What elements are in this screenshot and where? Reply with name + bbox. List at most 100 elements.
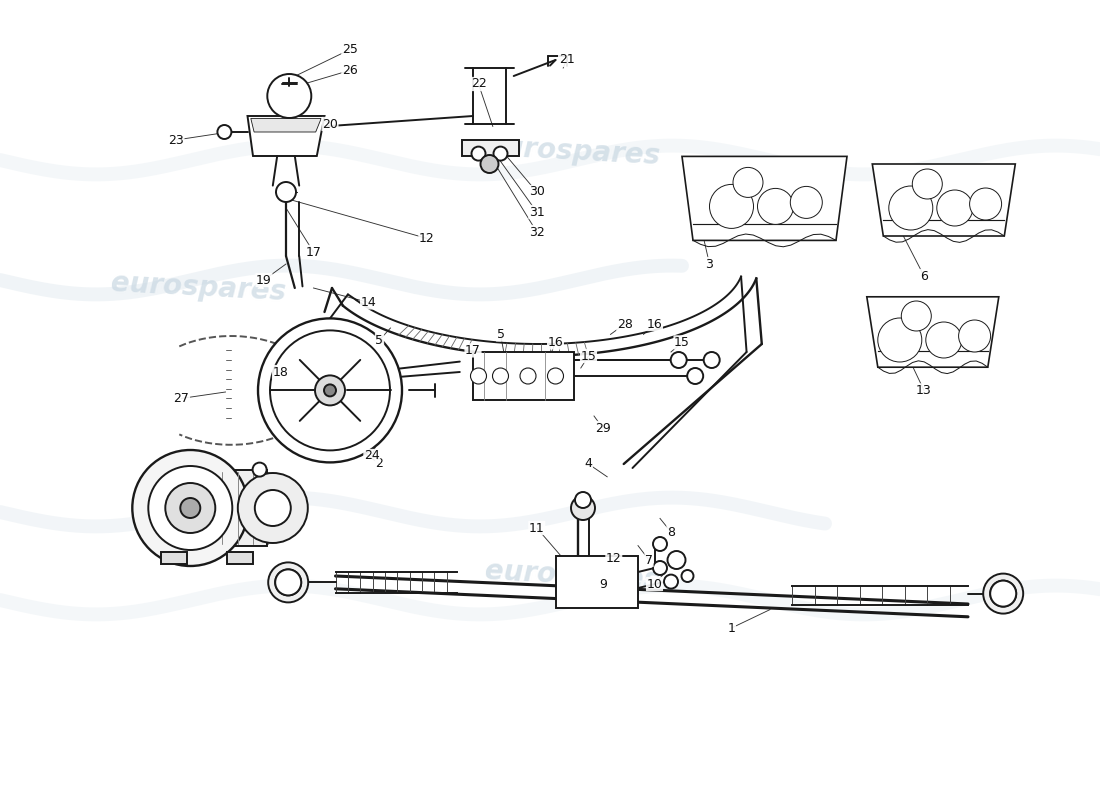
Text: eurospares: eurospares bbox=[484, 558, 660, 594]
Circle shape bbox=[571, 496, 595, 520]
Circle shape bbox=[268, 562, 308, 602]
Text: 19: 19 bbox=[256, 274, 272, 286]
Circle shape bbox=[275, 570, 301, 595]
Circle shape bbox=[481, 155, 498, 173]
Polygon shape bbox=[872, 164, 1015, 236]
Circle shape bbox=[148, 466, 232, 550]
Text: 31: 31 bbox=[529, 206, 544, 218]
Circle shape bbox=[983, 574, 1023, 614]
Circle shape bbox=[969, 188, 1002, 220]
Text: 9: 9 bbox=[598, 578, 607, 590]
Text: 27: 27 bbox=[174, 392, 189, 405]
Circle shape bbox=[901, 301, 932, 331]
Circle shape bbox=[682, 570, 693, 582]
Text: 29: 29 bbox=[595, 422, 610, 434]
Circle shape bbox=[668, 551, 685, 569]
Text: 28: 28 bbox=[617, 318, 632, 330]
Circle shape bbox=[494, 146, 507, 161]
Circle shape bbox=[267, 74, 311, 118]
Circle shape bbox=[471, 368, 486, 384]
Text: 16: 16 bbox=[548, 336, 563, 349]
Circle shape bbox=[132, 450, 249, 566]
Circle shape bbox=[315, 375, 345, 406]
Text: 21: 21 bbox=[559, 54, 574, 66]
Circle shape bbox=[653, 537, 667, 551]
Bar bbox=[190, 470, 267, 546]
Bar bbox=[462, 140, 519, 156]
Text: 13: 13 bbox=[916, 384, 932, 397]
Text: 25: 25 bbox=[342, 43, 358, 56]
Text: 8: 8 bbox=[667, 526, 675, 538]
Circle shape bbox=[255, 490, 290, 526]
Circle shape bbox=[790, 186, 823, 218]
Text: 4: 4 bbox=[584, 458, 593, 470]
Circle shape bbox=[878, 318, 922, 362]
Circle shape bbox=[165, 483, 216, 533]
Circle shape bbox=[990, 581, 1016, 606]
Circle shape bbox=[493, 368, 508, 384]
Circle shape bbox=[520, 368, 536, 384]
Text: 12: 12 bbox=[606, 552, 621, 565]
Text: 14: 14 bbox=[361, 296, 376, 309]
Text: 6: 6 bbox=[920, 270, 928, 282]
Text: 3: 3 bbox=[705, 258, 714, 270]
Text: 15: 15 bbox=[674, 336, 690, 349]
Text: 32: 32 bbox=[529, 226, 544, 238]
Circle shape bbox=[664, 574, 678, 589]
Text: 24: 24 bbox=[364, 450, 380, 462]
Polygon shape bbox=[251, 118, 321, 132]
Text: 22: 22 bbox=[471, 78, 486, 90]
Circle shape bbox=[710, 184, 754, 229]
Bar bbox=[161, 552, 187, 564]
Text: 10: 10 bbox=[647, 578, 662, 590]
Text: eurospares: eurospares bbox=[484, 134, 660, 170]
Circle shape bbox=[275, 570, 301, 595]
Text: 7: 7 bbox=[645, 554, 653, 566]
Circle shape bbox=[937, 190, 972, 226]
Circle shape bbox=[270, 330, 390, 450]
Circle shape bbox=[958, 320, 991, 352]
Text: 26: 26 bbox=[342, 64, 358, 77]
Text: 5: 5 bbox=[496, 328, 505, 341]
Circle shape bbox=[758, 188, 793, 224]
Circle shape bbox=[180, 498, 200, 518]
Text: 20: 20 bbox=[322, 118, 338, 130]
Circle shape bbox=[253, 462, 266, 477]
Text: 12: 12 bbox=[419, 232, 435, 245]
Text: 16: 16 bbox=[647, 318, 662, 330]
Circle shape bbox=[671, 352, 686, 368]
Text: 23: 23 bbox=[168, 134, 184, 146]
Circle shape bbox=[548, 368, 563, 384]
Circle shape bbox=[324, 384, 336, 397]
Circle shape bbox=[912, 169, 943, 199]
Text: 5: 5 bbox=[375, 334, 384, 346]
Circle shape bbox=[889, 186, 933, 230]
Circle shape bbox=[218, 125, 231, 139]
Polygon shape bbox=[867, 297, 999, 367]
Polygon shape bbox=[682, 157, 847, 240]
Circle shape bbox=[688, 368, 703, 384]
Text: 2: 2 bbox=[375, 458, 384, 470]
Circle shape bbox=[733, 167, 763, 198]
Circle shape bbox=[575, 492, 591, 508]
Text: 17: 17 bbox=[465, 344, 481, 357]
Circle shape bbox=[653, 561, 667, 575]
Text: 1: 1 bbox=[727, 622, 736, 634]
Circle shape bbox=[990, 581, 1016, 606]
Polygon shape bbox=[248, 116, 324, 156]
Text: 11: 11 bbox=[529, 522, 544, 534]
Circle shape bbox=[704, 352, 719, 368]
Text: 17: 17 bbox=[306, 246, 321, 258]
Circle shape bbox=[276, 182, 296, 202]
Circle shape bbox=[926, 322, 961, 358]
Bar bbox=[227, 552, 253, 564]
Bar bbox=[473, 352, 574, 400]
Text: 15: 15 bbox=[581, 350, 596, 362]
Text: 30: 30 bbox=[529, 186, 544, 198]
Text: 18: 18 bbox=[273, 366, 288, 378]
Circle shape bbox=[238, 473, 308, 543]
Circle shape bbox=[258, 318, 402, 462]
Bar bbox=[556, 556, 638, 608]
Circle shape bbox=[472, 146, 485, 161]
Text: eurospares: eurospares bbox=[110, 270, 286, 306]
